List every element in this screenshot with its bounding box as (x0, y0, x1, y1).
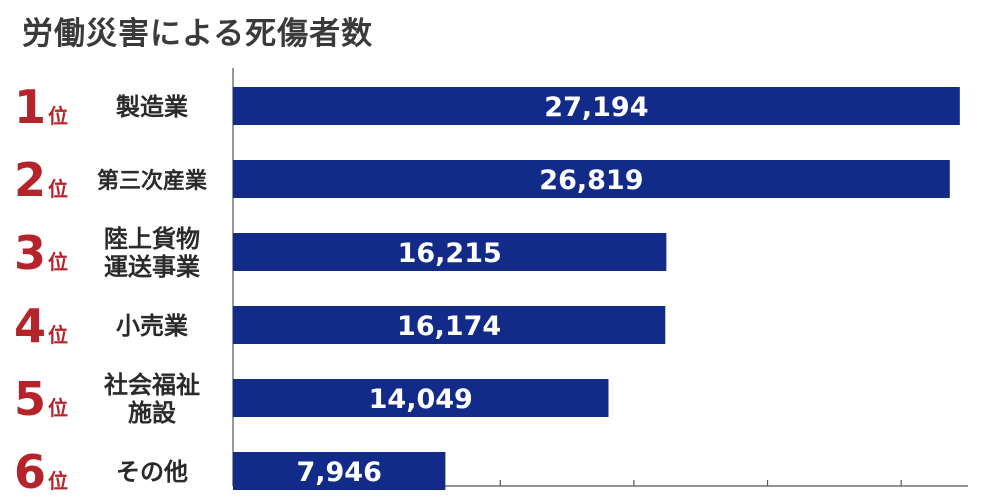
bar-value-label: 16,215 (398, 238, 502, 269)
bar (233, 379, 609, 417)
category-label: 社会福祉施設 (104, 371, 200, 427)
chart-title: 労働災害による死傷者数 (22, 16, 374, 52)
rank-suffix: 位 (48, 177, 68, 201)
rank-number: 3 (14, 226, 46, 280)
rank-number: 2 (14, 153, 46, 207)
bar-value-label: 16,174 (397, 311, 501, 342)
rank-suffix: 位 (48, 469, 68, 493)
rank-suffix: 位 (48, 323, 68, 347)
bar-value-label: 7,946 (296, 457, 381, 488)
category-label: 陸上貨物運送事業 (104, 225, 200, 281)
rank-suffix: 位 (48, 396, 68, 420)
rank-number: 6 (14, 445, 46, 499)
bar (233, 233, 667, 271)
rank-number: 4 (14, 299, 46, 353)
bar-value-label: 26,819 (539, 165, 643, 196)
bar (233, 306, 666, 344)
bar-value-label: 27,194 (544, 92, 648, 123)
bar (233, 452, 446, 490)
rank-suffix: 位 (48, 104, 68, 128)
bar (233, 160, 950, 198)
category-label: 製造業 (116, 93, 188, 121)
bar-value-label: 14,049 (369, 384, 473, 415)
category-label: その他 (116, 458, 188, 486)
bar (233, 87, 960, 125)
category-label: 第三次産業 (97, 168, 208, 194)
rank-suffix: 位 (48, 250, 68, 274)
category-label: 小売業 (116, 312, 188, 340)
rank-number: 1 (14, 80, 46, 134)
rank-number: 5 (14, 372, 46, 426)
